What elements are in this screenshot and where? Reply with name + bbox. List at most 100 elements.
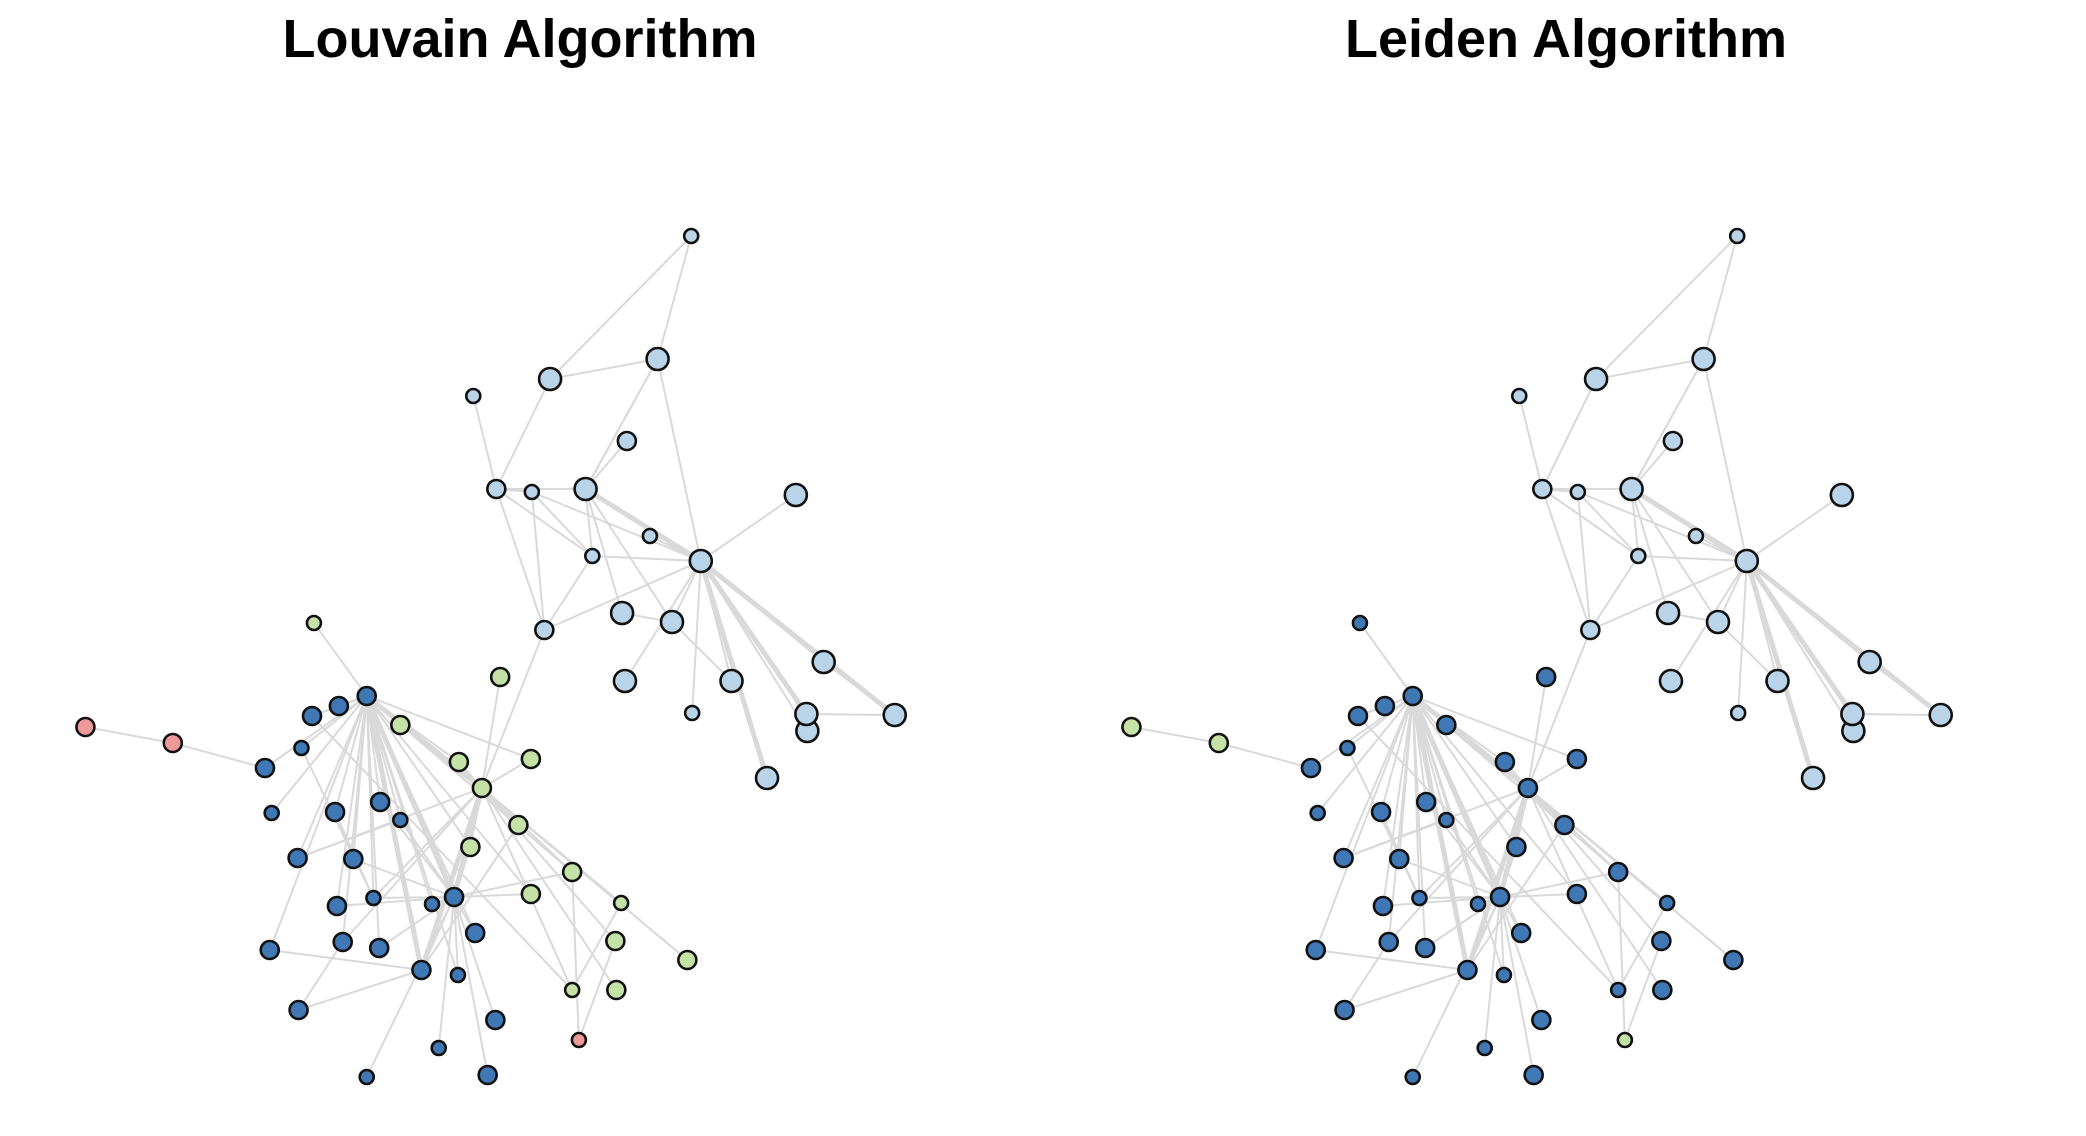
graph-node-green xyxy=(489,666,511,688)
graph-node-dark xyxy=(1476,1039,1494,1057)
graph-node-dark xyxy=(263,804,280,822)
graph-edge xyxy=(420,824,520,971)
graph-node-dark xyxy=(392,811,409,829)
graph-edge xyxy=(269,949,422,971)
graph-node-dark xyxy=(365,889,382,907)
graph-edge xyxy=(298,969,422,1011)
graph-edge xyxy=(1218,742,1312,769)
graph-edge xyxy=(1577,491,1748,562)
graph-node-light xyxy=(584,547,601,565)
leiden-title: Leiden Algorithm xyxy=(1345,9,1787,69)
graph-node-dark xyxy=(1523,1064,1544,1086)
graph-node-dark xyxy=(1510,922,1532,944)
edge-group xyxy=(85,235,897,1078)
graph-edge xyxy=(700,494,797,562)
graph-edge xyxy=(1526,629,1592,789)
graph-node-light xyxy=(1655,600,1681,626)
graph-node-dark xyxy=(1438,811,1455,829)
graph-edge xyxy=(1527,787,1735,961)
graph-edge xyxy=(1577,491,1640,557)
graph-node-dark xyxy=(1566,748,1588,770)
graph-node-green xyxy=(563,981,581,999)
graph-edge xyxy=(1346,695,1414,749)
graph-node-light xyxy=(486,478,507,500)
graph-node-light xyxy=(523,483,541,501)
graph-edge xyxy=(571,902,622,991)
graph-edge xyxy=(1424,896,1501,949)
graph-edge xyxy=(1419,896,1501,899)
graph-edge xyxy=(453,896,459,976)
graph-node-dark xyxy=(1347,705,1369,727)
graph-edge xyxy=(300,695,368,749)
graph-edge xyxy=(366,695,532,760)
graph-edge xyxy=(365,695,472,848)
graph-edge xyxy=(495,488,546,631)
graph-node-dark xyxy=(1535,666,1557,688)
graph-node-green xyxy=(605,930,626,952)
graph-edge xyxy=(584,486,703,564)
graph-node-light xyxy=(464,387,482,405)
graph-node-dark xyxy=(1531,1009,1552,1031)
graph-node-dark xyxy=(1309,804,1326,822)
graph-edge xyxy=(1499,871,1619,898)
graph-node-light xyxy=(641,527,659,545)
graph-node-dark xyxy=(1378,931,1400,953)
graph-node-green xyxy=(390,714,411,736)
louvain-panel: Louvain Algorithm xyxy=(0,0,1040,1136)
graph-node-dark xyxy=(449,966,467,984)
graph-edge xyxy=(1576,491,1592,631)
graph-node-light xyxy=(1728,227,1746,245)
graph-edge xyxy=(453,871,573,898)
graph-edge xyxy=(1589,555,1640,631)
graph-edge xyxy=(584,488,673,623)
graph-edge xyxy=(1483,896,1502,1049)
graph-edge xyxy=(453,896,489,1076)
graph-node-dark xyxy=(1607,861,1629,883)
graph-node-dark xyxy=(485,1009,506,1031)
louvain-title: Louvain Algorithm xyxy=(282,9,758,69)
graph-node-dark xyxy=(1388,848,1410,870)
graph-node-dark xyxy=(358,1068,376,1086)
graph-edge xyxy=(1359,622,1414,697)
graph-edge xyxy=(264,695,368,769)
graph-edge xyxy=(1869,661,1942,716)
graph-edge xyxy=(1638,555,1747,562)
graph-node-light xyxy=(1569,483,1587,501)
graph-edge xyxy=(1314,695,1414,951)
graph-edge xyxy=(495,488,593,557)
graph-edge xyxy=(584,488,624,614)
graph-edge xyxy=(592,555,701,562)
graph-edge xyxy=(1343,819,1447,859)
graph-node-dark xyxy=(1411,889,1428,907)
graph-edge xyxy=(656,358,702,562)
graph-edge xyxy=(1381,695,1414,907)
graph-node-light xyxy=(754,765,780,791)
graph-node-dark xyxy=(1436,714,1457,736)
graph-node-light xyxy=(612,668,638,694)
graph-node-dark xyxy=(1495,966,1513,984)
graph-edge xyxy=(1411,896,1501,1078)
graph-node-light xyxy=(794,701,819,727)
graph-edge xyxy=(1526,676,1548,789)
graph-node-light xyxy=(1729,704,1747,722)
graph-edge xyxy=(549,358,658,380)
graph-edge xyxy=(1342,695,1414,859)
graph-edge xyxy=(1617,902,1668,991)
graph-node-light xyxy=(882,702,908,728)
graph-edge xyxy=(699,559,897,717)
graph-edge xyxy=(1595,358,1704,380)
graph-node-dark xyxy=(1351,614,1369,632)
graph-node-dark xyxy=(1652,979,1673,1001)
graph-edge xyxy=(530,491,546,631)
graph-edge xyxy=(378,896,455,949)
graph-node-dark xyxy=(1494,751,1516,773)
graph-edge xyxy=(1745,559,1943,717)
graph-edge xyxy=(352,858,455,898)
graph-node-green xyxy=(305,614,323,632)
graph-node-light xyxy=(1705,609,1731,635)
graph-edge xyxy=(806,713,895,716)
graph-node-dark xyxy=(1370,801,1392,823)
graph-edge xyxy=(1380,695,1414,813)
graph-node-dark xyxy=(1334,999,1355,1021)
graph-node-dark xyxy=(1517,777,1539,799)
